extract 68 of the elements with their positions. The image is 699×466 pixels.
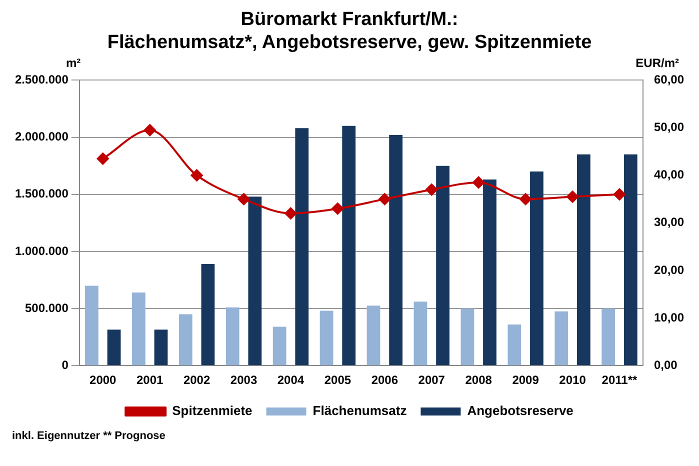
y2-tick-label: 20,00 <box>654 262 684 277</box>
bar <box>201 264 215 366</box>
y-tick-label: 1.500.000 <box>14 186 69 201</box>
bar <box>624 154 638 366</box>
bar <box>366 306 380 366</box>
x-tick-label: 2000 <box>90 373 117 388</box>
x-tick-label: 2009 <box>512 373 540 388</box>
y2-tick-label: 0,00 <box>654 358 678 372</box>
point <box>144 124 156 136</box>
bar <box>436 166 450 366</box>
bar <box>132 292 146 366</box>
bar <box>483 180 496 366</box>
bar <box>389 134 403 366</box>
text: inkl. Eigennutzer ** Prognose <box>12 430 166 442</box>
y2-tick-label: 60,00 <box>654 72 684 87</box>
x-tick-label: 2007 <box>418 373 446 388</box>
legend-label: Spitzenmiete <box>172 403 252 418</box>
x-tick-label: 2001 <box>136 373 164 388</box>
x-tick-label: 2010 <box>559 373 586 388</box>
point <box>378 193 391 206</box>
bar <box>178 314 192 366</box>
bar <box>154 330 168 366</box>
y2-tick-label: 10,00 <box>654 310 684 324</box>
point <box>613 188 626 200</box>
point <box>472 176 485 188</box>
bar <box>602 308 616 366</box>
x-tick-label: 2006 <box>371 373 398 388</box>
y2-tick-label: 40,00 <box>654 168 684 182</box>
legend-label: Angebotsreserve <box>467 403 574 418</box>
y-tick-label: 2.500.000 <box>14 72 69 87</box>
point <box>238 193 250 206</box>
y-tick-label: 2.000.000 <box>14 130 69 144</box>
y2-tick-label: 30,00 <box>654 215 684 230</box>
point <box>190 169 203 182</box>
y2-axis-title: EUR/m² <box>636 56 679 70</box>
bar <box>248 196 262 366</box>
point <box>96 152 109 165</box>
point <box>284 207 297 220</box>
y-tick-label: 500.000 <box>24 300 69 315</box>
bar <box>85 286 98 366</box>
y2-tick-label: 50,00 <box>654 120 684 134</box>
bar <box>272 326 286 366</box>
bar <box>460 308 474 366</box>
x-tick-label: 2002 <box>183 373 210 388</box>
bar <box>530 172 544 366</box>
bar <box>342 126 356 366</box>
y-tick-label: 0 <box>62 358 69 372</box>
y-tick-label: 1.000.000 <box>14 244 69 258</box>
point <box>332 202 344 215</box>
point <box>426 184 438 196</box>
bar <box>414 302 428 366</box>
bar <box>226 307 240 366</box>
bar <box>107 330 121 366</box>
x-tick-label: 2008 <box>465 373 492 388</box>
x-tick-label: 2011** <box>602 373 638 388</box>
chart-title: Büromarkt Frankfurt/M.: Flächenumsatz*, Angebotsreserve, gew. Spitzenmiete <box>106 8 593 54</box>
point <box>566 190 579 203</box>
bar <box>295 128 309 366</box>
x-tick-label: 2003 <box>230 373 258 388</box>
x-tick-label: 2004 <box>277 373 304 388</box>
bar <box>554 311 568 366</box>
bar <box>508 324 522 366</box>
bar <box>320 310 334 366</box>
y-axis-title: m² <box>66 56 81 70</box>
x-tick-label: 2005 <box>324 373 352 388</box>
bar <box>576 154 590 366</box>
point <box>520 193 532 206</box>
legend-label: Flächenumsatz <box>312 403 408 418</box>
